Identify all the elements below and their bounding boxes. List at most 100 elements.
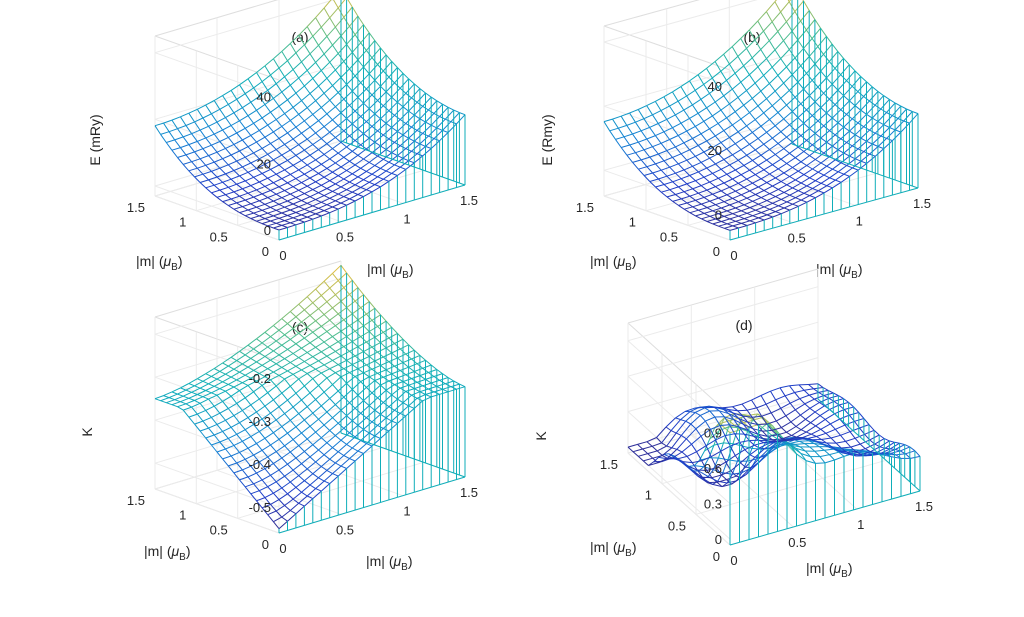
mesh-line — [329, 180, 336, 185]
mesh-line — [873, 429, 880, 436]
mesh-line — [253, 87, 260, 97]
mesh-line — [732, 178, 739, 184]
mesh-line — [852, 167, 859, 171]
mesh-line — [402, 402, 409, 407]
mesh-line — [425, 113, 435, 123]
mesh-line — [284, 169, 291, 175]
mesh-line — [337, 307, 347, 315]
mesh-line — [236, 202, 243, 208]
mesh-line — [236, 183, 243, 190]
mesh-line — [738, 201, 745, 206]
mesh-line — [273, 159, 280, 166]
mesh-line — [273, 51, 283, 60]
mesh-line — [374, 356, 384, 362]
mesh-line — [211, 144, 218, 153]
mesh-line — [284, 373, 294, 380]
mesh-line — [315, 181, 322, 186]
mesh-line — [411, 391, 421, 396]
mesh-line — [766, 159, 773, 166]
mesh-line — [236, 458, 246, 464]
mesh-line — [428, 369, 437, 373]
mesh-line — [222, 95, 229, 105]
mesh-line — [780, 444, 786, 447]
mesh-line — [718, 223, 728, 227]
mesh-line — [416, 121, 426, 131]
mesh-line — [247, 78, 255, 89]
mesh-line — [320, 483, 331, 492]
mesh-line — [883, 140, 893, 149]
mesh-line — [275, 363, 283, 368]
mesh-line — [643, 146, 653, 151]
mesh-line — [714, 416, 721, 426]
mesh-line — [385, 409, 395, 419]
mesh-line — [301, 432, 308, 440]
mesh-line — [635, 152, 642, 161]
mesh-line — [675, 411, 686, 419]
mesh-line — [250, 373, 260, 379]
mesh-line — [735, 186, 745, 192]
mesh-line — [366, 443, 373, 447]
mesh-line — [783, 111, 793, 120]
mesh-line — [185, 125, 193, 134]
mesh-line — [703, 176, 711, 183]
mesh-line — [883, 115, 893, 126]
mesh-line — [772, 181, 782, 187]
mesh-line — [261, 220, 271, 225]
mesh-line — [183, 395, 189, 399]
mesh-line — [784, 392, 795, 397]
mesh-line — [706, 101, 716, 109]
mesh-line — [270, 203, 280, 208]
mesh-line — [230, 198, 237, 204]
mesh-line — [382, 394, 393, 403]
mesh-line — [425, 138, 435, 147]
grid-line — [154, 277, 342, 335]
mesh-line — [264, 492, 274, 499]
mesh-line — [801, 199, 808, 203]
mesh-line — [711, 474, 722, 479]
panel-b-xlabel: |m| (μB) — [816, 261, 863, 281]
mesh-line — [194, 176, 201, 183]
mesh-line — [368, 331, 376, 338]
mesh-line — [239, 476, 249, 481]
mesh-line — [298, 70, 308, 79]
mesh-line — [663, 131, 671, 140]
mesh-line — [723, 88, 733, 97]
mesh-line — [197, 390, 206, 395]
mesh-line — [685, 420, 692, 425]
mesh-line — [669, 186, 679, 191]
mesh-line — [666, 175, 673, 183]
mesh-line — [236, 462, 243, 471]
mesh-line — [447, 377, 454, 382]
mesh-line — [267, 149, 277, 155]
mesh-line — [692, 203, 702, 208]
mesh-line — [713, 469, 723, 474]
mesh-line — [261, 503, 271, 509]
mesh-line — [447, 388, 457, 393]
mesh-line — [278, 374, 285, 380]
mesh-line — [307, 213, 316, 218]
mesh-line — [723, 442, 734, 445]
mesh-line — [259, 425, 268, 432]
mesh-line — [253, 193, 263, 198]
mesh-line — [256, 218, 266, 222]
mesh-line — [346, 200, 356, 206]
mesh-line — [870, 451, 876, 454]
mesh-line — [741, 207, 750, 212]
mesh-line — [261, 148, 269, 155]
mesh-line — [292, 138, 300, 146]
mesh-line — [259, 373, 266, 378]
mesh-line — [239, 195, 246, 201]
mesh-line — [701, 456, 712, 462]
mesh-line — [754, 149, 762, 156]
mesh-line — [267, 456, 274, 464]
mesh-line — [726, 148, 733, 156]
mesh-line — [769, 173, 776, 179]
mesh-line — [304, 412, 314, 421]
mesh-line — [287, 178, 297, 184]
mesh-line — [385, 347, 393, 354]
mesh-line — [425, 378, 432, 384]
mesh-line — [815, 425, 822, 430]
mesh-line — [267, 392, 274, 401]
mesh-line — [808, 394, 815, 400]
mesh-line — [754, 442, 764, 446]
